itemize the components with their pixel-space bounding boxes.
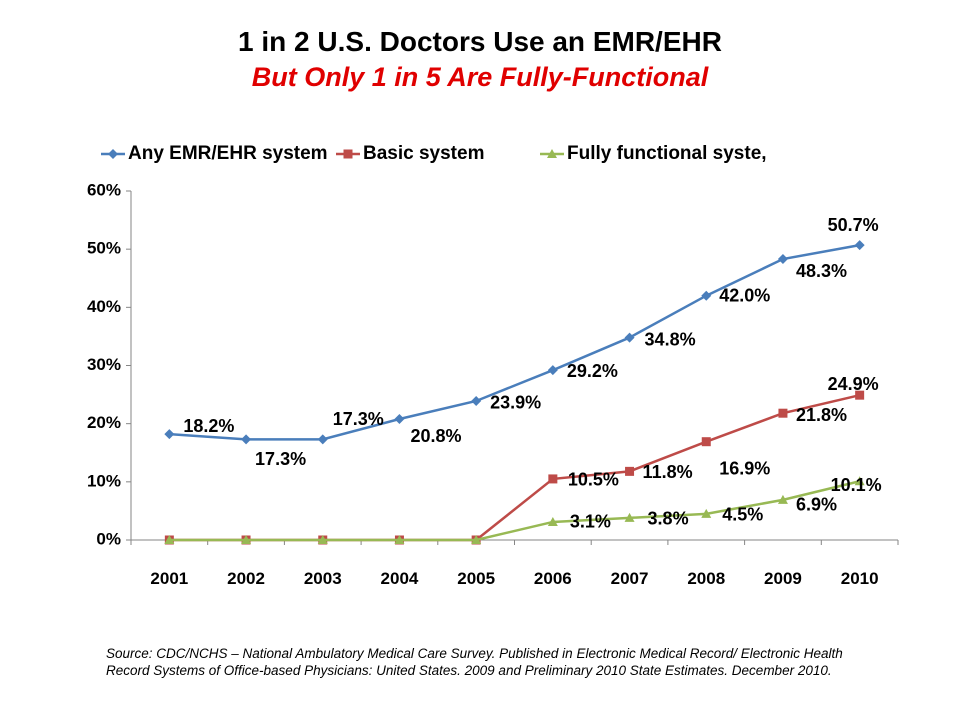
x-tick-label: 2004	[381, 569, 419, 588]
legend-label: Any EMR/EHR system	[128, 143, 328, 164]
data-label: 17.3%	[255, 449, 306, 469]
x-tick-label: 2010	[841, 569, 879, 588]
data-point-0	[624, 332, 635, 343]
data-label: 3.1%	[570, 512, 611, 532]
data-point-0	[241, 434, 252, 445]
data-point-0	[701, 290, 712, 301]
data-point-1	[701, 437, 711, 447]
data-label: 23.9%	[490, 393, 541, 413]
y-tick-label: 20%	[87, 413, 121, 432]
x-tick-label: 2009	[764, 569, 802, 588]
y-tick-label: 30%	[87, 355, 121, 374]
data-point-0	[777, 254, 788, 265]
data-point-0	[164, 429, 175, 440]
data-point-1	[548, 474, 558, 484]
x-tick-label: 2002	[227, 569, 265, 588]
data-label: 29.2%	[567, 361, 618, 381]
chart-title: 1 in 2 U.S. Doctors Use an EMR/EHR	[238, 26, 722, 57]
data-point-1	[625, 466, 635, 476]
data-point-0	[854, 240, 865, 251]
legend-marker-0	[108, 149, 118, 159]
data-label: 34.8%	[645, 329, 696, 349]
data-point-2	[394, 535, 405, 544]
series-line-0	[169, 243, 860, 441]
data-label: 42.0%	[719, 285, 770, 305]
x-tick-label: 2001	[150, 569, 188, 588]
y-tick-label: 0%	[96, 529, 121, 548]
x-tick-label: 2007	[611, 569, 649, 588]
data-label: 21.8%	[796, 405, 847, 425]
data-label: 11.8%	[643, 462, 693, 482]
data-label: 6.9%	[796, 495, 837, 515]
data-point-0	[394, 414, 405, 425]
data-label: 20.8%	[410, 426, 461, 446]
y-tick-label: 10%	[87, 471, 121, 490]
data-label: 17.3%	[333, 409, 384, 429]
data-label: 18.2%	[183, 416, 234, 436]
data-label: 24.9%	[828, 374, 879, 394]
data-point-2	[854, 476, 865, 486]
data-point-2	[164, 535, 175, 544]
data-point-2	[547, 516, 558, 526]
data-point-0	[471, 395, 482, 406]
y-tick-label: 40%	[87, 297, 121, 316]
data-point-2	[317, 535, 328, 544]
data-label: 48.3%	[796, 261, 847, 281]
x-tick-label: 2008	[687, 569, 725, 588]
data-point-0	[317, 434, 328, 445]
data-point-2	[701, 508, 712, 518]
x-tick-label: 2006	[534, 569, 572, 588]
data-label: 10.1%	[831, 475, 882, 495]
data-label: 10.5%	[568, 470, 619, 490]
x-tick-label: 2003	[304, 569, 342, 588]
data-label: 50.7%	[828, 215, 879, 235]
y-tick-label: 60%	[87, 180, 121, 199]
legend-marker-2	[547, 149, 557, 158]
data-point-2	[777, 494, 788, 504]
data-point-2	[624, 512, 635, 522]
data-point-1	[855, 390, 865, 400]
legend-label: Fully functional syste,	[567, 143, 767, 164]
legend-label: Basic system	[363, 143, 484, 164]
series-line-2	[169, 480, 860, 542]
data-label: 16.9%	[719, 458, 770, 478]
chart-subtitle: But Only 1 in 5 Are Fully-Functional	[251, 62, 709, 92]
data-label: 3.8%	[648, 509, 689, 529]
legend-marker-1	[343, 149, 353, 159]
x-tick-label: 2005	[457, 569, 495, 588]
data-label: 4.5%	[722, 505, 763, 525]
data-point-2	[241, 535, 252, 544]
data-point-2	[471, 535, 482, 544]
data-point-1	[778, 408, 788, 418]
source-note: Source: CDC/NCHS – National Ambulatory M…	[106, 646, 843, 678]
data-point-0	[547, 365, 558, 376]
y-tick-label: 50%	[87, 239, 121, 258]
